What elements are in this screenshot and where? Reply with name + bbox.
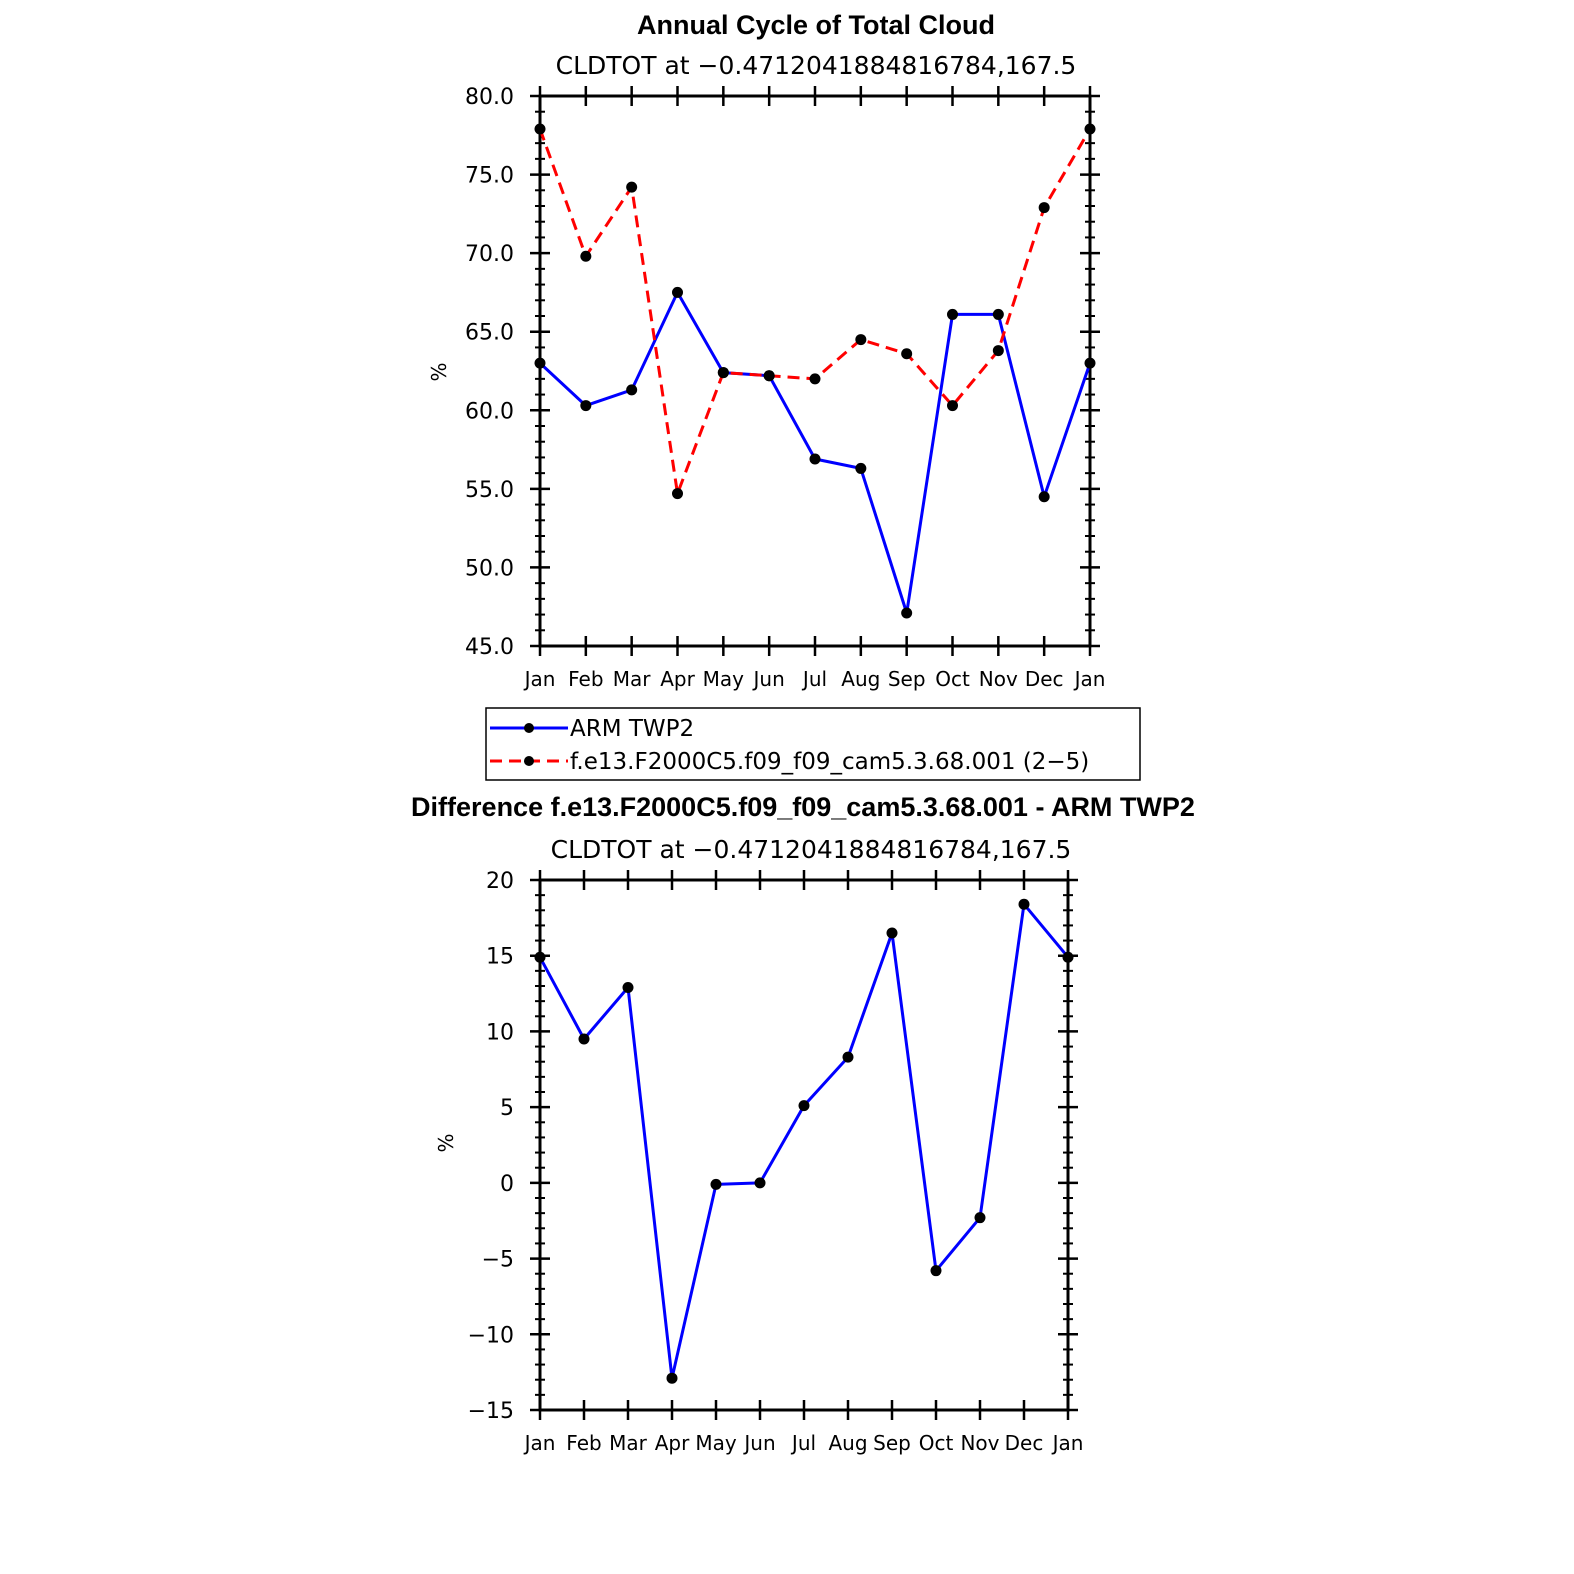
difference-chart: Difference f.e13.F2000C5.f09_f09_cam5.3.… (411, 792, 1195, 1455)
legend-box (485, 707, 1141, 781)
data-point-0 (754, 1177, 766, 1189)
legend-marker-model (524, 756, 534, 766)
x-tick-label: Dec (1005, 1431, 1044, 1455)
chart-title: Annual Cycle of Total Cloud (637, 10, 995, 40)
series-line-0 (538, 902, 1070, 1380)
chart-subtitle: CLDTOT at −0.4712041884816784,167.5 (556, 51, 1077, 80)
x-tick-label: Sep (888, 667, 926, 691)
annual-cycle-chart: Annual Cycle of Total Cloud CLDTOT at −0… (427, 10, 1141, 781)
data-point-0 (710, 1178, 722, 1190)
x-tick-label: Aug (828, 1431, 867, 1455)
y-tick-label: 75.0 (465, 164, 514, 189)
x-tick-label: Apr (660, 667, 695, 691)
data-point-0 (974, 1212, 986, 1224)
y-tick-label: 20 (486, 869, 514, 894)
data-point-0 (886, 927, 898, 939)
data-point-1 (626, 181, 638, 193)
y-tick-label: −5 (482, 1248, 514, 1273)
plot-frame (538, 94, 1092, 648)
data-point-1 (855, 334, 867, 346)
data-point-0 (1062, 951, 1074, 963)
data-point-1 (992, 345, 1004, 357)
data-point-1 (1084, 123, 1096, 135)
data-point-1 (717, 367, 729, 379)
y-tick-label: 65.0 (465, 321, 514, 346)
data-point-0 (901, 607, 913, 619)
chart-title: Difference f.e13.F2000C5.f09_f09_cam5.3.… (411, 792, 1195, 822)
data-point-0 (626, 384, 638, 396)
y-tick-label: 5 (500, 1096, 514, 1121)
y-tick-label: 0 (500, 1172, 514, 1197)
x-tick-label: Mar (613, 667, 652, 691)
x-tick-label: Apr (655, 1431, 690, 1455)
x-tick-label: Jun (752, 667, 785, 691)
data-point-1 (1038, 202, 1050, 214)
x-tick-label: Sep (873, 1431, 911, 1455)
data-point-0 (534, 951, 546, 963)
data-point-1 (672, 488, 683, 500)
data-point-0 (578, 1033, 590, 1045)
data-point-0 (842, 1051, 854, 1063)
data-point-1 (534, 123, 546, 135)
y-tick-label: 15 (486, 945, 514, 970)
legend: ARM TWP2 f.e13.F2000C5.f09_f09_cam5.3.68… (485, 707, 1141, 781)
data-point-0 (1084, 357, 1096, 369)
x-tick-label: Aug (841, 667, 880, 691)
data-point-0 (809, 453, 821, 465)
data-point-0 (1038, 491, 1050, 503)
y-tick-label: 55.0 (465, 478, 514, 503)
legend-label-model: f.e13.F2000C5.f09_f09_cam5.3.68.001 (2−5… (570, 749, 1089, 775)
legend-label-arm: ARM TWP2 (570, 716, 694, 742)
y-tick-label: −10 (468, 1323, 514, 1348)
y-axis-label: % (434, 1133, 458, 1152)
x-tick-label: Jul (801, 667, 827, 691)
y-tick-label: −15 (468, 1399, 514, 1424)
y-tick-label: 60.0 (465, 399, 514, 424)
x-tick-label: Feb (568, 667, 603, 691)
x-tick-label: Feb (566, 1431, 601, 1455)
data-point-1 (580, 250, 592, 262)
y-tick-label: 70.0 (465, 242, 514, 267)
data-point-0 (672, 286, 683, 298)
x-tick-label: May (695, 1431, 737, 1455)
x-tick-label: Mar (609, 1431, 648, 1455)
chart-subtitle: CLDTOT at −0.4712041884816784,167.5 (551, 835, 1072, 864)
data-point-0 (947, 308, 958, 320)
x-tick-label: Dec (1025, 667, 1064, 691)
legend-marker-arm (524, 723, 534, 733)
x-tick-label: Jul (790, 1431, 816, 1455)
series-line-0 (538, 290, 1092, 615)
data-point-1 (947, 400, 958, 412)
data-point-0 (930, 1265, 942, 1277)
x-tick-label: Jan (523, 667, 556, 691)
x-tick-label: Nov (960, 1431, 999, 1455)
data-point-0 (534, 357, 546, 369)
data-point-1 (901, 348, 913, 360)
y-tick-label: 80.0 (465, 85, 514, 110)
x-tick-label: Jan (1073, 667, 1106, 691)
x-tick-label: Jan (1051, 1431, 1084, 1455)
y-tick-label: 45.0 (465, 635, 514, 660)
data-point-0 (798, 1100, 810, 1112)
y-tick-label: 10 (486, 1020, 514, 1045)
x-tick-label: Jun (742, 1431, 775, 1455)
data-point-1 (809, 373, 821, 385)
data-point-1 (763, 370, 775, 382)
y-tick-label: 50.0 (465, 556, 514, 581)
x-tick-label: Nov (979, 667, 1018, 691)
data-point-0 (992, 308, 1004, 320)
x-tick-label: Oct (919, 1431, 954, 1455)
y-axis-label: % (427, 362, 451, 381)
data-point-0 (580, 400, 592, 412)
series-line-1 (538, 128, 1092, 496)
x-tick-label: May (703, 667, 745, 691)
data-point-0 (666, 1372, 678, 1384)
data-point-0 (1018, 898, 1030, 910)
data-point-0 (622, 982, 634, 994)
x-tick-label: Jan (523, 1431, 556, 1455)
x-tick-label: Oct (935, 667, 970, 691)
data-point-0 (855, 462, 867, 474)
